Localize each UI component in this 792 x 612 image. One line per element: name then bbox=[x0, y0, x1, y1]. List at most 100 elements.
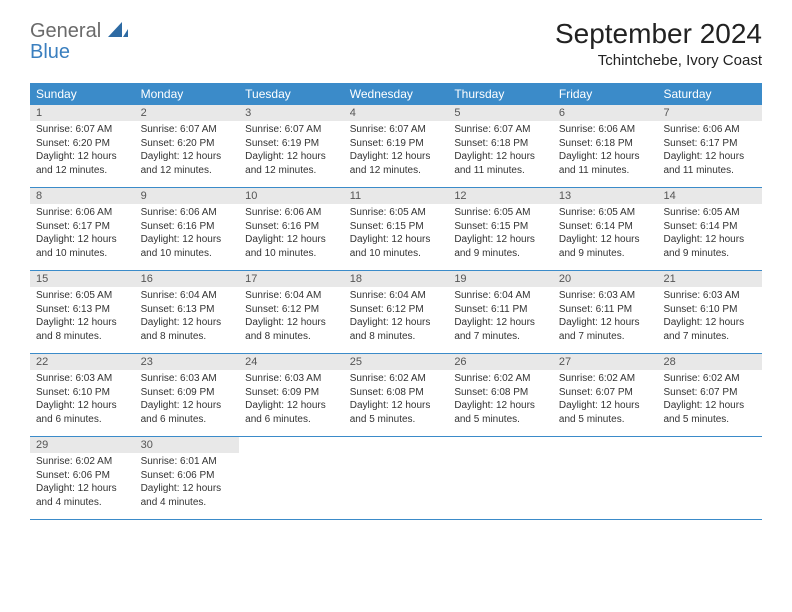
sunset-text: Sunset: 6:12 PM bbox=[245, 303, 338, 317]
day-body: Sunrise: 6:05 AMSunset: 6:15 PMDaylight:… bbox=[344, 204, 449, 264]
day-number: 3 bbox=[239, 105, 344, 121]
day-cell: 18Sunrise: 6:04 AMSunset: 6:12 PMDayligh… bbox=[344, 271, 449, 353]
day-cell: 2Sunrise: 6:07 AMSunset: 6:20 PMDaylight… bbox=[135, 105, 240, 187]
day-cell: 7Sunrise: 6:06 AMSunset: 6:17 PMDaylight… bbox=[657, 105, 762, 187]
day-header-sunday: Sunday bbox=[30, 83, 135, 105]
daylight-line1: Daylight: 12 hours bbox=[36, 482, 129, 496]
day-number: 18 bbox=[344, 271, 449, 287]
daylight-line1: Daylight: 12 hours bbox=[245, 233, 338, 247]
day-body: Sunrise: 6:02 AMSunset: 6:07 PMDaylight:… bbox=[657, 370, 762, 430]
daylight-line2: and 11 minutes. bbox=[663, 164, 756, 178]
day-cell: 16Sunrise: 6:04 AMSunset: 6:13 PMDayligh… bbox=[135, 271, 240, 353]
day-body: Sunrise: 6:04 AMSunset: 6:12 PMDaylight:… bbox=[239, 287, 344, 347]
day-body: Sunrise: 6:07 AMSunset: 6:18 PMDaylight:… bbox=[448, 121, 553, 181]
day-number: 10 bbox=[239, 188, 344, 204]
day-number: 12 bbox=[448, 188, 553, 204]
day-number: 20 bbox=[553, 271, 658, 287]
sunset-text: Sunset: 6:06 PM bbox=[141, 469, 234, 483]
day-number: 14 bbox=[657, 188, 762, 204]
day-number: 13 bbox=[553, 188, 658, 204]
sunrise-text: Sunrise: 6:02 AM bbox=[559, 372, 652, 386]
daylight-line2: and 5 minutes. bbox=[454, 413, 547, 427]
day-header-monday: Monday bbox=[135, 83, 240, 105]
daylight-line1: Daylight: 12 hours bbox=[141, 399, 234, 413]
sunrise-text: Sunrise: 6:04 AM bbox=[350, 289, 443, 303]
sunset-text: Sunset: 6:15 PM bbox=[350, 220, 443, 234]
daylight-line1: Daylight: 12 hours bbox=[350, 150, 443, 164]
daylight-line1: Daylight: 12 hours bbox=[245, 316, 338, 330]
daylight-line1: Daylight: 12 hours bbox=[663, 233, 756, 247]
daylight-line2: and 8 minutes. bbox=[36, 330, 129, 344]
day-number: 29 bbox=[30, 437, 135, 453]
daylight-line1: Daylight: 12 hours bbox=[663, 150, 756, 164]
day-body: Sunrise: 6:03 AMSunset: 6:10 PMDaylight:… bbox=[30, 370, 135, 430]
day-cell: 13Sunrise: 6:05 AMSunset: 6:14 PMDayligh… bbox=[553, 188, 658, 270]
sunrise-text: Sunrise: 6:05 AM bbox=[36, 289, 129, 303]
sunset-text: Sunset: 6:12 PM bbox=[350, 303, 443, 317]
sunset-text: Sunset: 6:18 PM bbox=[559, 137, 652, 151]
day-body: Sunrise: 6:04 AMSunset: 6:13 PMDaylight:… bbox=[135, 287, 240, 347]
sunrise-text: Sunrise: 6:04 AM bbox=[141, 289, 234, 303]
daylight-line2: and 4 minutes. bbox=[141, 496, 234, 510]
calendar-grid: Sunday Monday Tuesday Wednesday Thursday… bbox=[30, 83, 762, 520]
daylight-line2: and 10 minutes. bbox=[141, 247, 234, 261]
daylight-line1: Daylight: 12 hours bbox=[350, 399, 443, 413]
sunrise-text: Sunrise: 6:03 AM bbox=[36, 372, 129, 386]
day-cell: 1Sunrise: 6:07 AMSunset: 6:20 PMDaylight… bbox=[30, 105, 135, 187]
sunset-text: Sunset: 6:09 PM bbox=[141, 386, 234, 400]
daylight-line1: Daylight: 12 hours bbox=[245, 150, 338, 164]
daylight-line2: and 7 minutes. bbox=[663, 330, 756, 344]
location-label: Tchintchebe, Ivory Coast bbox=[555, 52, 762, 69]
day-cell: 12Sunrise: 6:05 AMSunset: 6:15 PMDayligh… bbox=[448, 188, 553, 270]
sunset-text: Sunset: 6:08 PM bbox=[454, 386, 547, 400]
sunset-text: Sunset: 6:19 PM bbox=[350, 137, 443, 151]
day-body: Sunrise: 6:06 AMSunset: 6:16 PMDaylight:… bbox=[239, 204, 344, 264]
sunrise-text: Sunrise: 6:06 AM bbox=[36, 206, 129, 220]
day-cell: 23Sunrise: 6:03 AMSunset: 6:09 PMDayligh… bbox=[135, 354, 240, 436]
sunrise-text: Sunrise: 6:03 AM bbox=[245, 372, 338, 386]
day-body: Sunrise: 6:06 AMSunset: 6:18 PMDaylight:… bbox=[553, 121, 658, 181]
day-cell: 21Sunrise: 6:03 AMSunset: 6:10 PMDayligh… bbox=[657, 271, 762, 353]
day-header-row: Sunday Monday Tuesday Wednesday Thursday… bbox=[30, 83, 762, 105]
sunrise-text: Sunrise: 6:05 AM bbox=[559, 206, 652, 220]
day-cell: 14Sunrise: 6:05 AMSunset: 6:14 PMDayligh… bbox=[657, 188, 762, 270]
day-number: 22 bbox=[30, 354, 135, 370]
daylight-line2: and 12 minutes. bbox=[141, 164, 234, 178]
daylight-line2: and 6 minutes. bbox=[141, 413, 234, 427]
sunrise-text: Sunrise: 6:06 AM bbox=[245, 206, 338, 220]
day-body: Sunrise: 6:02 AMSunset: 6:08 PMDaylight:… bbox=[344, 370, 449, 430]
sunrise-text: Sunrise: 6:04 AM bbox=[245, 289, 338, 303]
day-body: Sunrise: 6:03 AMSunset: 6:10 PMDaylight:… bbox=[657, 287, 762, 347]
sunrise-text: Sunrise: 6:03 AM bbox=[559, 289, 652, 303]
day-header-friday: Friday bbox=[553, 83, 658, 105]
sunset-text: Sunset: 6:14 PM bbox=[559, 220, 652, 234]
day-body: Sunrise: 6:02 AMSunset: 6:07 PMDaylight:… bbox=[553, 370, 658, 430]
sunrise-text: Sunrise: 6:01 AM bbox=[141, 455, 234, 469]
daylight-line2: and 9 minutes. bbox=[454, 247, 547, 261]
sunset-text: Sunset: 6:16 PM bbox=[141, 220, 234, 234]
day-cell: 28Sunrise: 6:02 AMSunset: 6:07 PMDayligh… bbox=[657, 354, 762, 436]
day-body: Sunrise: 6:06 AMSunset: 6:16 PMDaylight:… bbox=[135, 204, 240, 264]
day-number: 28 bbox=[657, 354, 762, 370]
day-body: Sunrise: 6:05 AMSunset: 6:14 PMDaylight:… bbox=[553, 204, 658, 264]
day-cell: 17Sunrise: 6:04 AMSunset: 6:12 PMDayligh… bbox=[239, 271, 344, 353]
day-body: Sunrise: 6:02 AMSunset: 6:06 PMDaylight:… bbox=[30, 453, 135, 513]
week-row: 22Sunrise: 6:03 AMSunset: 6:10 PMDayligh… bbox=[30, 354, 762, 437]
sunset-text: Sunset: 6:07 PM bbox=[559, 386, 652, 400]
day-header-tuesday: Tuesday bbox=[239, 83, 344, 105]
daylight-line2: and 6 minutes. bbox=[36, 413, 129, 427]
day-number: 17 bbox=[239, 271, 344, 287]
sunset-text: Sunset: 6:17 PM bbox=[663, 137, 756, 151]
daylight-line2: and 11 minutes. bbox=[559, 164, 652, 178]
sunset-text: Sunset: 6:07 PM bbox=[663, 386, 756, 400]
day-cell: 24Sunrise: 6:03 AMSunset: 6:09 PMDayligh… bbox=[239, 354, 344, 436]
day-cell: 3Sunrise: 6:07 AMSunset: 6:19 PMDaylight… bbox=[239, 105, 344, 187]
daylight-line1: Daylight: 12 hours bbox=[559, 316, 652, 330]
daylight-line2: and 10 minutes. bbox=[245, 247, 338, 261]
daylight-line2: and 5 minutes. bbox=[663, 413, 756, 427]
daylight-line2: and 4 minutes. bbox=[36, 496, 129, 510]
day-cell: 30Sunrise: 6:01 AMSunset: 6:06 PMDayligh… bbox=[135, 437, 240, 519]
title-block: September 2024 Tchintchebe, Ivory Coast bbox=[555, 18, 762, 69]
daylight-line1: Daylight: 12 hours bbox=[454, 316, 547, 330]
calendar-page: General Blue September 2024 Tchintchebe,… bbox=[0, 0, 792, 520]
